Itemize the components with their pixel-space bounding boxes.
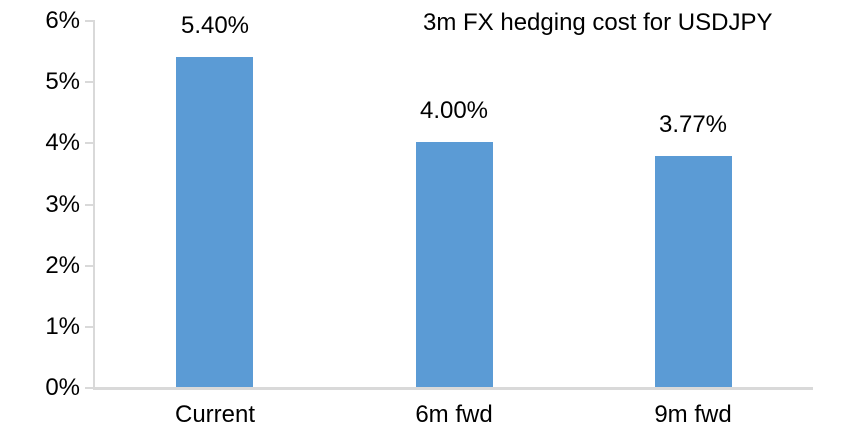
bar bbox=[416, 142, 493, 387]
x-category-label: Current bbox=[174, 401, 256, 428]
bar-value-label: 3.77% bbox=[658, 111, 728, 138]
y-axis-line bbox=[93, 20, 95, 390]
y-tick-mark bbox=[85, 81, 93, 83]
bar-value-label: 5.40% bbox=[180, 12, 250, 39]
x-category-label: 9m fwd bbox=[654, 401, 732, 428]
y-tick-label: 6% bbox=[45, 7, 80, 34]
bar bbox=[655, 156, 732, 387]
x-axis-line bbox=[93, 387, 813, 390]
x-category-label: 6m fwd bbox=[415, 401, 493, 428]
y-tick-label: 2% bbox=[45, 252, 80, 279]
bar-value-label: 4.00% bbox=[419, 97, 489, 124]
bar bbox=[176, 57, 253, 387]
y-tick-mark bbox=[85, 265, 93, 267]
y-tick-label: 5% bbox=[45, 68, 80, 95]
y-tick-mark bbox=[85, 142, 93, 144]
y-tick-mark bbox=[85, 326, 93, 328]
y-tick-label: 1% bbox=[45, 313, 80, 340]
y-tick-mark bbox=[85, 387, 93, 389]
y-tick-label: 3% bbox=[45, 191, 80, 218]
y-tick-label: 4% bbox=[45, 129, 80, 156]
y-tick-mark bbox=[85, 204, 93, 206]
chart-title: 3m FX hedging cost for USDJPY bbox=[423, 9, 773, 36]
y-tick-label: 0% bbox=[45, 374, 80, 401]
y-tick-mark bbox=[85, 20, 93, 22]
